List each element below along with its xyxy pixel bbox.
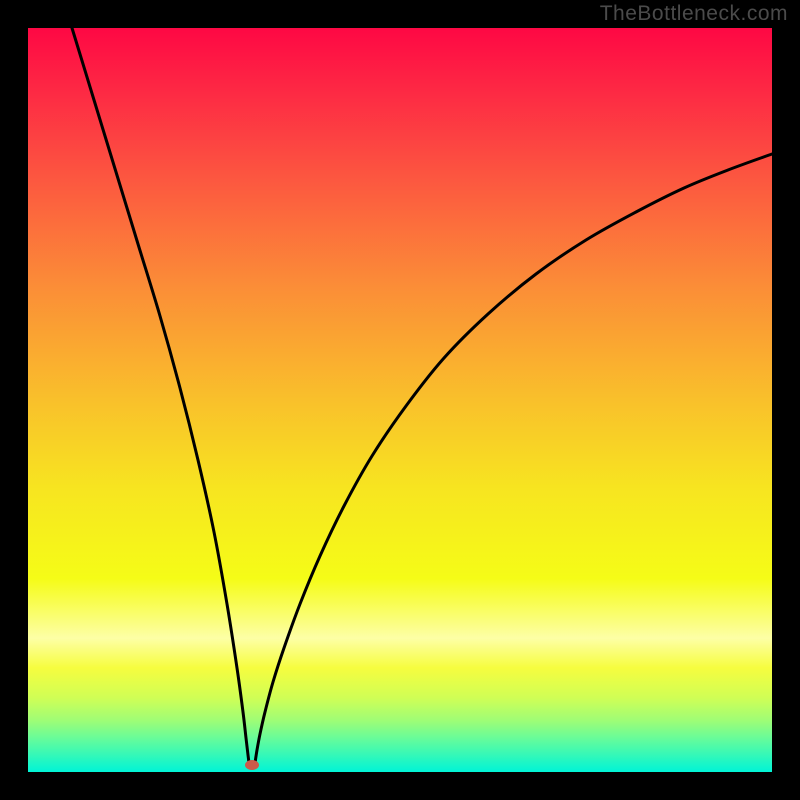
vertex-marker [245,760,259,770]
watermark-text: TheBottleneck.com [600,2,788,26]
chart-frame: TheBottleneck.com [0,0,800,800]
chart-svg [0,0,800,800]
plot-background [28,28,772,772]
